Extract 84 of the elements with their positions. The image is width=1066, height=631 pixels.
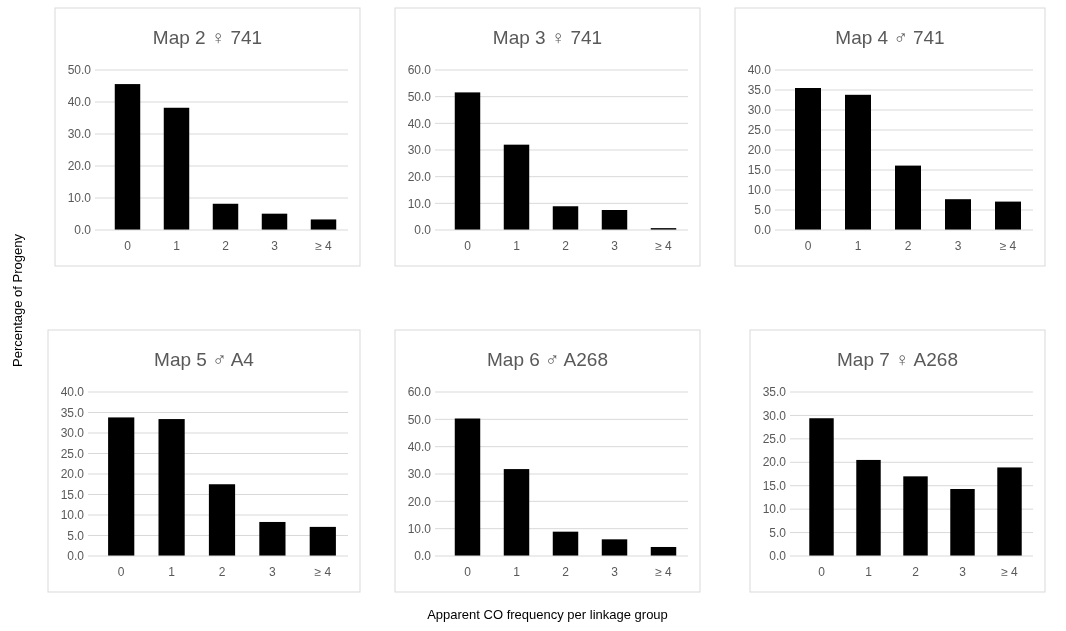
y-tick-label: 25.0: [60, 446, 85, 461]
y-tick-label: 20.0: [60, 467, 85, 482]
y-tick-label: 40.0: [60, 385, 85, 400]
y-tick-label: 20.0: [407, 169, 432, 184]
chart-title: Map 4 ♂ 741: [835, 27, 945, 48]
x-tick-label: 3: [611, 239, 619, 253]
x-tick-label: 1: [513, 565, 521, 579]
x-tick-label: 1: [865, 565, 873, 579]
y-tick-label: 10.0: [67, 191, 92, 206]
y-tick-label: 10.0: [60, 508, 85, 523]
y-tick-label: 50.0: [407, 89, 432, 104]
x-tick-label: 1: [168, 565, 176, 579]
y-tick-label: 0.0: [74, 223, 92, 238]
x-tick-label: 3: [271, 239, 279, 253]
y-tick-label: 30.0: [407, 143, 432, 158]
y-tick-label: 50.0: [67, 63, 92, 78]
y-tick-label: 30.0: [407, 467, 432, 482]
y-tick-label: 60.0: [407, 63, 432, 78]
y-tick-label: 20.0: [67, 159, 92, 174]
x-tick-label: 0: [117, 565, 125, 579]
x-tick-label: ≥ 4: [655, 239, 673, 253]
x-tick-label: 2: [912, 565, 920, 579]
y-tick-label: 20.0: [407, 494, 432, 509]
y-axis-title: Percentage of Progeny: [10, 233, 25, 367]
y-tick-label: 5.0: [67, 528, 85, 543]
y-tick-label: 30.0: [67, 127, 92, 142]
y-tick-label: 15.0: [762, 478, 787, 493]
y-tick-label: 0.0: [754, 223, 772, 238]
y-tick-label: 0.0: [67, 549, 85, 564]
x-tick-label: 3: [954, 239, 962, 253]
y-tick-label: 40.0: [407, 116, 432, 131]
x-tick-label: 3: [959, 565, 967, 579]
y-tick-label: 10.0: [762, 502, 787, 517]
y-tick-label: 10.0: [747, 183, 772, 198]
y-tick-label: 10.0: [407, 196, 432, 211]
y-tick-label: 25.0: [762, 432, 787, 447]
chart-title: Map 5 ♂ A4: [154, 349, 255, 370]
chart-title: Map 3 ♀ 741: [492, 27, 603, 48]
y-tick-label: 30.0: [747, 103, 772, 118]
x-tick-label: ≥ 4: [655, 565, 673, 579]
y-tick-label: 35.0: [762, 385, 787, 400]
x-tick-label: ≥ 4: [1001, 565, 1019, 579]
y-tick-label: 30.0: [60, 426, 85, 441]
x-tick-label: 2: [904, 239, 912, 253]
chart-title: Map 7 ♀ A268: [837, 349, 958, 370]
y-tick-label: 20.0: [762, 455, 787, 470]
y-tick-label: 0.0: [414, 549, 432, 564]
x-tick-label: ≥ 4: [999, 239, 1017, 253]
y-tick-label: 15.0: [747, 163, 772, 178]
y-tick-label: 15.0: [60, 487, 85, 502]
x-tick-label: 2: [562, 239, 570, 253]
y-tick-label: 0.0: [414, 223, 432, 238]
y-tick-label: 35.0: [747, 83, 772, 98]
x-tick-label: 0: [464, 565, 472, 579]
x-tick-label: 0: [464, 239, 472, 253]
y-tick-label: 5.0: [754, 203, 772, 218]
x-tick-label: 0: [804, 239, 812, 253]
x-tick-label: ≥ 4: [314, 565, 332, 579]
y-tick-label: 50.0: [407, 412, 432, 427]
chart-title: Map 2 ♀ 741: [152, 27, 263, 48]
x-axis-title: Apparent CO frequency per linkage group: [427, 607, 668, 622]
y-tick-label: 25.0: [747, 123, 772, 138]
y-tick-label: 40.0: [407, 439, 432, 454]
x-tick-label: 3: [611, 565, 619, 579]
y-tick-label: 35.0: [60, 405, 85, 420]
x-tick-label: 2: [222, 239, 230, 253]
y-tick-label: 40.0: [747, 63, 772, 78]
x-tick-label: 1: [173, 239, 181, 253]
y-tick-label: 30.0: [762, 408, 787, 423]
x-tick-label: 2: [218, 565, 226, 579]
y-tick-label: 20.0: [747, 143, 772, 158]
chart-title: Map 6 ♂ A268: [487, 349, 608, 370]
y-tick-label: 5.0: [769, 525, 787, 540]
x-tick-label: 3: [269, 565, 277, 579]
x-tick-label: 1: [854, 239, 862, 253]
x-tick-label: 1: [513, 239, 521, 253]
y-tick-label: 40.0: [67, 95, 92, 110]
x-tick-label: ≥ 4: [315, 239, 333, 253]
x-tick-label: 0: [124, 239, 132, 253]
y-tick-label: 10.0: [407, 521, 432, 536]
y-tick-label: 0.0: [769, 549, 787, 564]
x-tick-label: 0: [818, 565, 826, 579]
y-tick-label: 60.0: [407, 385, 432, 400]
x-tick-label: 2: [562, 565, 570, 579]
